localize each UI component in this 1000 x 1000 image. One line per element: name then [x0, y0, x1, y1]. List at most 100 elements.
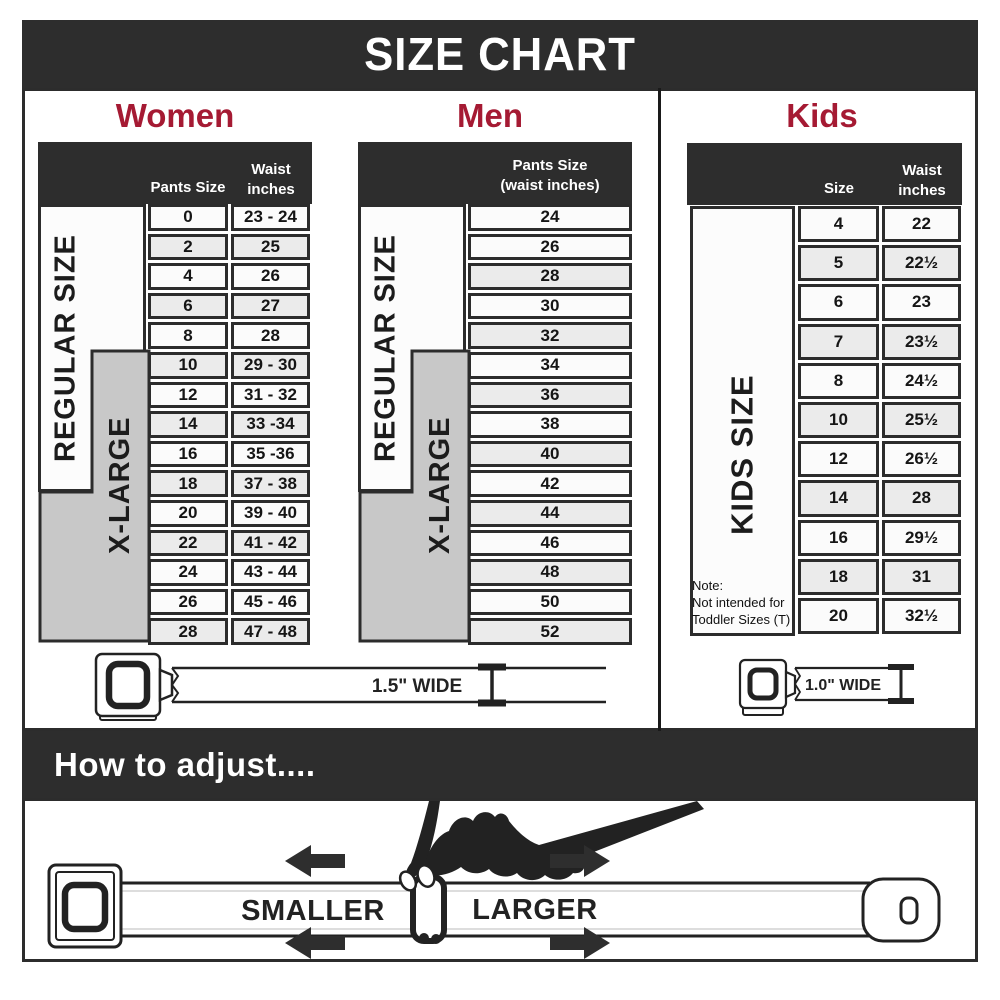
table-cell: 20 [148, 499, 228, 527]
table-cell: 34 [468, 351, 632, 379]
table-cell: 26 [231, 263, 310, 290]
kids-section-heading: Kids [786, 97, 858, 134]
table-cell: 28 [882, 480, 961, 517]
men-table-header [358, 142, 632, 204]
table-cell: 0 [148, 204, 228, 231]
table-cell: 4 [148, 263, 228, 290]
men-column-header-pants-size: Pants Size (waist inches) [500, 157, 600, 194]
table-cell: 16 [148, 440, 228, 468]
men-table-row: 24 [468, 204, 632, 231]
men-table-row: 40 [468, 440, 632, 468]
belt-buckle-icon [47, 863, 123, 949]
table-cell: 22½ [882, 245, 961, 282]
table-cell: 7 [798, 323, 879, 360]
women-table-row: 16 35 -36 [148, 440, 310, 468]
women-table-header [38, 142, 312, 204]
table-cell: 23 - 24 [231, 204, 310, 231]
women-table-row: 20 39 - 40 [148, 499, 310, 527]
strap-stitch-lines [121, 890, 870, 930]
table-cell: 36 [468, 381, 632, 409]
men-xlarge-label: X-LARGE [424, 416, 456, 554]
belt-strap [795, 666, 893, 702]
women-table-row: 2 25 [148, 233, 310, 261]
kids-table-row: 12 26½ [798, 441, 961, 478]
table-cell: 50 [468, 588, 632, 616]
kids-table-header [687, 143, 962, 205]
arrow-right-icon [550, 845, 610, 877]
table-cell: 23½ [882, 323, 961, 360]
table-cell: 14 [798, 480, 879, 517]
slider-icon [410, 874, 447, 944]
kids-table-row: 5 22½ [798, 245, 961, 282]
buckle-ring-icon [105, 660, 151, 710]
women-table-row: 14 33 -34 [148, 411, 310, 438]
men-table-row: 28 [468, 263, 632, 290]
strap-fold [793, 667, 802, 701]
women-table-row: 8 28 [148, 322, 310, 349]
belt-illustration-kids: 1.0" WIDE [738, 658, 914, 716]
table-cell: 46 [468, 529, 632, 557]
women-table-row: 22 41 - 42 [148, 529, 310, 557]
women-table-row: 4 26 [148, 263, 310, 290]
table-cell: 22 [882, 206, 961, 243]
belt-buckle-icon [738, 658, 788, 710]
arrow-right-icon [550, 927, 610, 959]
table-cell: 42 [468, 470, 632, 497]
kids-size-box [690, 206, 795, 636]
table-cell: 20 [798, 597, 879, 635]
arrow-left-icon [285, 845, 345, 877]
table-cell: 6 [148, 292, 228, 320]
table-cell: 26 [148, 588, 228, 616]
table-cell: 28 [231, 322, 310, 349]
table-cell: 24½ [882, 362, 961, 399]
kids-table-row: 7 23½ [798, 323, 961, 360]
table-cell: 18 [798, 558, 879, 595]
men-table-row: 42 [468, 470, 632, 497]
table-cell: 30 [468, 292, 632, 320]
belt-width-label: 1.0" WIDE [805, 677, 881, 694]
smaller-label: SMALLER [241, 895, 385, 927]
kids-column-header-size: Size [823, 180, 854, 197]
men-table-row: 38 [468, 411, 632, 438]
table-cell: 14 [148, 411, 228, 438]
men-table-row: 30 [468, 292, 632, 320]
women-table-row: 6 27 [148, 292, 310, 320]
width-gauge-icon [888, 664, 914, 704]
page-title: SIZE CHART [364, 28, 636, 80]
men-table-row: 50 [468, 588, 632, 616]
buckle-latch [784, 670, 797, 699]
table-cell: 40 [468, 440, 632, 468]
buckle-ring-icon [747, 667, 779, 701]
table-cell: 2 [148, 233, 228, 261]
table-cell: 29 - 30 [231, 351, 310, 379]
table-cell: 33 -34 [231, 411, 310, 438]
kids-table-row: 20 32½ [798, 597, 961, 635]
table-cell: 28 [148, 618, 228, 645]
table-cell: 6 [798, 284, 879, 321]
table-cell: 32½ [882, 597, 961, 635]
kids-table-row: 18 31 [798, 558, 961, 595]
table-cell: 10 [148, 351, 228, 379]
kids-table-row: 10 25½ [798, 401, 961, 439]
adjust-heading: How to adjust.... [54, 745, 316, 783]
table-cell: 29½ [882, 519, 961, 556]
table-cell: 26 [468, 233, 632, 261]
table-cell: 26½ [882, 441, 961, 478]
men-regular-size-label: REGULAR SIZE [369, 234, 402, 462]
table-cell: 10 [798, 401, 879, 439]
table-cell: 12 [798, 441, 879, 478]
table-cell: 25½ [882, 401, 961, 439]
arrow-left-icon [285, 927, 345, 959]
table-cell: 12 [148, 381, 228, 409]
men-table-row: 32 [468, 322, 632, 349]
belt-strap [172, 666, 606, 704]
table-cell: 44 [468, 499, 632, 527]
women-xlarge-label: X-LARGE [104, 416, 136, 554]
men-table-row: 36 [468, 381, 632, 409]
adjust-section-bar: How to adjust.... [22, 731, 978, 798]
women-table: 0 23 - 24 2 25 4 26 6 27 8 28 10 29 - 30 12 31 - 32 14… [148, 204, 310, 645]
panel-divider [658, 88, 661, 731]
kids-table-row: 14 28 [798, 480, 961, 517]
table-cell: 41 - 42 [231, 529, 310, 557]
